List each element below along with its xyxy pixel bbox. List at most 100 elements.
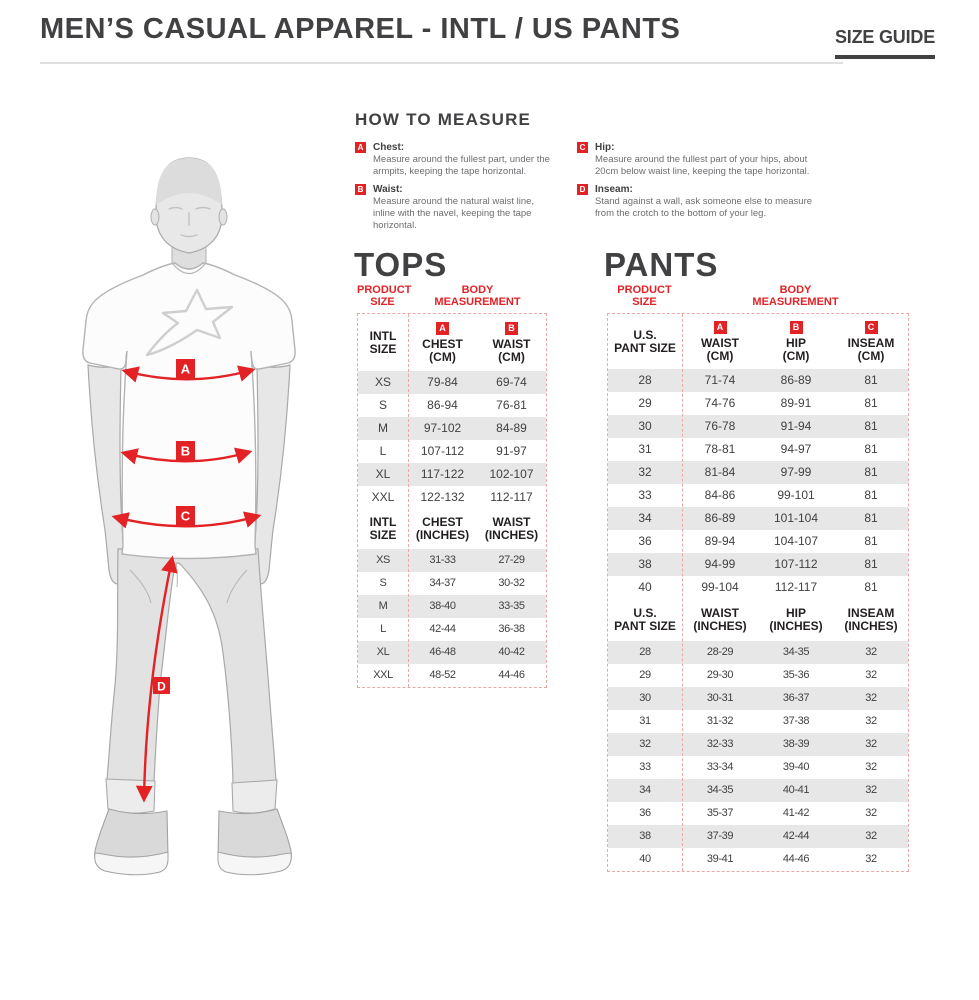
right-sole	[217, 851, 292, 876]
table-row: XXL 48-52 44-46	[373, 669, 525, 681]
table-row: XS 31-33 27-29	[358, 549, 546, 572]
tops-cm-waist-header: B WAIST (CM)	[492, 321, 531, 364]
table-row: 34 86-89 101-104 81	[608, 507, 908, 530]
measure-column-right: C Hip: Measure around the fullest part o…	[577, 141, 829, 233]
figure-svg: A B C D	[82, 157, 296, 876]
inseam-badge: D	[577, 183, 588, 195]
table-row: L 42-44 36-38	[380, 623, 525, 635]
measure-item-chest: A Chest: Measure around the fullest part…	[355, 141, 555, 179]
size-guide-tab[interactable]: SIZE GUIDE	[834, 27, 935, 59]
pants-inches-waist-header: WAIST (INCHES)	[693, 606, 747, 633]
measure-label: Waist:	[373, 183, 403, 195]
right-arm	[253, 364, 291, 585]
table-row: L 107-112 91-97	[379, 444, 527, 458]
measure-item-hip: C Hip: Measure around the fullest part o…	[577, 141, 829, 179]
table-row: 29 74-76 89-91 81	[638, 396, 878, 410]
table-row: 28 71-74 86-89 81	[608, 369, 908, 392]
measure-description: Stand against a wall, ask someone else t…	[595, 195, 813, 220]
chest-measure-arrow	[121, 365, 256, 383]
pants-cm-header-row: U.S. PANT SIZE A WAIST (CM) B HIP (CM) C IN…	[608, 314, 908, 369]
svg-text:D: D	[157, 680, 166, 694]
tops-product-size-label: PRODUCT SIZE	[357, 284, 412, 308]
page-title: MEN’S CASUAL APPAREL - INTL / US PANTS	[40, 13, 681, 45]
table-row: S 34-37 30-32	[379, 577, 525, 589]
left-sole	[94, 851, 169, 876]
table-row: 28 28-29 34-35 32	[608, 641, 908, 664]
table-row: 38 37-39 42-44 32	[608, 825, 908, 848]
inseam-marker-badge: D	[153, 677, 170, 694]
hair	[156, 158, 222, 205]
pants-inches-header-row: U.S. PANT SIZE WAIST (INCHES) HIP (INCHE…	[608, 599, 908, 641]
pants-column-group-labels: PRODUCT SIZE BODY MEASUREMENT	[607, 284, 909, 308]
waist-measure-arrow	[120, 447, 253, 465]
pants-body-measurement-label: BODY MEASUREMENT	[752, 284, 839, 308]
table-row: 31 31-32 37-38 32	[639, 715, 877, 727]
pants-column-divider	[682, 314, 683, 871]
measure-label: Chest:	[373, 142, 405, 153]
chest-marker-badge: A	[176, 359, 195, 378]
table-row: 29 29-30 35-36 32	[639, 669, 877, 681]
table-row: 34 34-35 40-41 32	[608, 779, 908, 802]
table-row: 36 89-94 104-107 81	[638, 534, 878, 548]
table-row: 30 76-78 91-94 81	[608, 415, 908, 438]
pants-cm-waist-header: A WAIST (CM)	[701, 320, 739, 363]
right-cuff	[231, 779, 278, 814]
tops-heading: TOPS	[354, 246, 448, 283]
measure-description: Measure around the fullest part of your …	[595, 154, 810, 178]
table-row: 33 33-34 39-40 32	[639, 761, 877, 773]
hip-marker-badge: C	[176, 506, 195, 525]
tops-cm-header-row: INTL SIZE A CHEST (CM) B WAIST (CM)	[358, 314, 546, 371]
table-row: 32 81-84 97-99 81	[608, 461, 908, 484]
right-ear	[218, 208, 228, 226]
tops-inches-waist-header: WAIST (INCHES)	[484, 515, 539, 542]
measure-description: Measure around the fullest part, under t…	[373, 154, 550, 178]
table-row: S 86-94 76-81	[378, 398, 527, 412]
table-row: XL 117-122 102-107	[358, 463, 546, 486]
left-cuff	[105, 778, 156, 814]
table-row: 31 78-81 94-97 81	[638, 442, 878, 456]
table-row: 36 35-37 41-42 32	[639, 807, 877, 819]
measure-column-left: A Chest: Measure around the fullest part…	[355, 141, 555, 233]
hip-badge: C	[577, 142, 588, 153]
hip-measure-arrow	[111, 511, 262, 529]
pants-size-table: U.S. PANT SIZE A WAIST (CM) B HIP (CM) C IN…	[607, 313, 909, 872]
chest-badge: A	[436, 321, 449, 335]
tops-size-table: INTL SIZE A CHEST (CM) B WAIST (CM) XS 79-8…	[357, 313, 547, 688]
body-measurement-figure: A B C D	[55, 125, 335, 935]
table-row: 32 32-33 38-39 32	[608, 733, 908, 756]
inseam-badge: C	[864, 320, 878, 334]
table-row: 40 39-41 44-46 32	[639, 853, 877, 865]
waist-badge: B	[355, 183, 366, 195]
tops-inches-size-header: INTL SIZE	[369, 515, 397, 542]
left-ear	[150, 208, 160, 226]
t-shirt	[82, 262, 296, 560]
pants	[106, 548, 277, 785]
pants-inches-inseam-header: INSEAM (INCHES)	[844, 606, 898, 633]
table-row: XS 79-84 69-74	[358, 371, 546, 394]
pants-product-size-label: PRODUCT SIZE	[617, 284, 672, 308]
table-row: XXL 122-132 112-117	[371, 490, 533, 504]
measure-label: Inseam:	[595, 183, 633, 195]
svg-text:C: C	[181, 509, 191, 524]
tops-cm-chest-header: A CHEST (CM)	[422, 321, 463, 364]
pants-cm-size-header: U.S. PANT SIZE	[614, 327, 676, 355]
tops-body-measurement-label: BODY MEASUREMENT	[434, 284, 521, 308]
pants-cm-inseam-header: C INSEAM (CM)	[847, 320, 895, 363]
how-to-measure-section: HOW TO MEASURE A Chest: Measure around t…	[355, 110, 955, 233]
collar	[172, 262, 206, 275]
table-row: 33 84-86 99-101 81	[638, 488, 878, 502]
table-row: 40 99-104 112-117 81	[638, 580, 878, 594]
measure-columns: A Chest: Measure around the fullest part…	[355, 141, 955, 233]
measure-item-inseam: D Inseam: Stand against a wall, ask some…	[577, 183, 829, 221]
pants-inches-size-header: U.S. PANT SIZE	[614, 606, 676, 633]
tops-column-divider	[408, 314, 409, 687]
pants-heading: PANTS	[604, 246, 719, 283]
measure-description: Measure around the natural waist line, i…	[373, 195, 535, 232]
chest-badge: A	[355, 142, 366, 153]
table-row: 38 94-99 107-112 81	[608, 553, 908, 576]
waist-badge: A	[713, 320, 727, 334]
tops-inches-header-row: INTL SIZE CHEST (INCHES) WAIST (INCHES)	[358, 509, 546, 549]
svg-text:B: B	[181, 444, 190, 459]
header-divider	[40, 62, 843, 64]
